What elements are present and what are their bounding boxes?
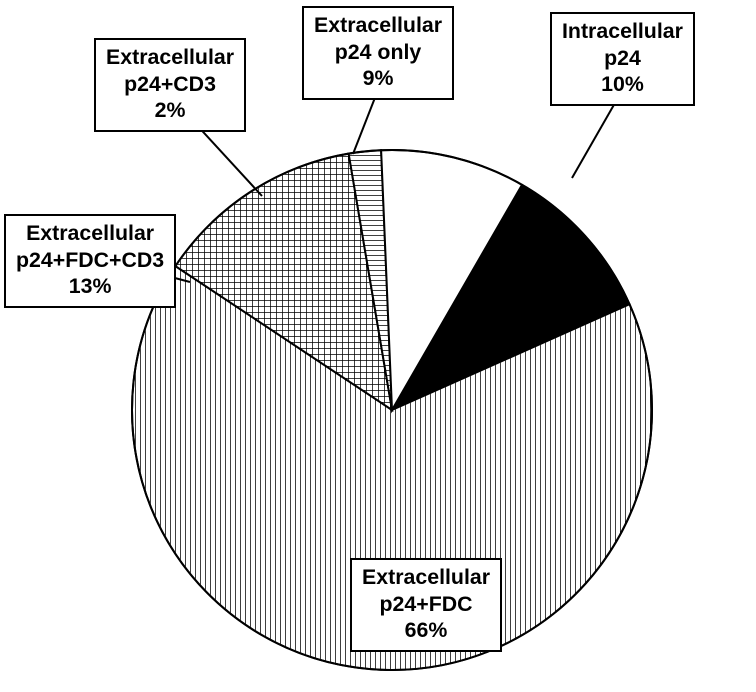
label-line: p24+FDC [362, 591, 490, 618]
label-line: 2% [106, 97, 234, 124]
leader-line [194, 122, 262, 196]
slice-label-extracellular-p24-only: Extracellular p24 only 9% [302, 6, 454, 100]
label-line: Extracellular [362, 564, 490, 591]
label-line: 13% [16, 273, 164, 300]
slice-label-intracellular-p24: Intracellular p24 10% [550, 12, 695, 106]
label-line: p24 only [314, 39, 442, 66]
label-line: Extracellular [314, 12, 442, 39]
slice-label-extracellular-p24-fdc-cd3: Extracellular p24+FDC+CD3 13% [4, 214, 176, 308]
pie-chart: Intracellular p24 10% Extracellular p24+… [0, 0, 756, 692]
leader-line [572, 96, 619, 178]
label-line: p24+CD3 [106, 71, 234, 98]
label-line: 10% [562, 71, 683, 98]
label-line: Extracellular [106, 44, 234, 71]
label-line: 9% [314, 65, 442, 92]
label-line: p24+FDC+CD3 [16, 247, 164, 274]
label-line: Intracellular [562, 18, 683, 45]
label-line: 66% [362, 617, 490, 644]
slice-label-extracellular-p24-cd3: Extracellular p24+CD3 2% [94, 38, 246, 132]
slice-label-extracellular-p24-fdc: Extracellular p24+FDC 66% [350, 558, 502, 652]
label-line: p24 [562, 45, 683, 72]
label-line: Extracellular [16, 220, 164, 247]
